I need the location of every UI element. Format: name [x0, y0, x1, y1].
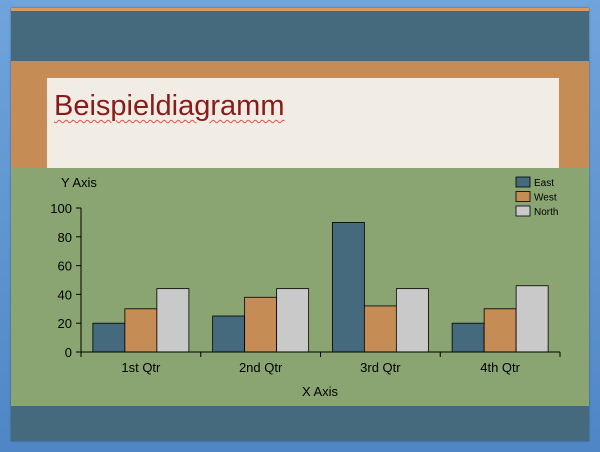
- bar-west-2: [244, 296, 278, 353]
- bar-west-1: [124, 308, 158, 353]
- y-tick-label: 20: [58, 316, 72, 331]
- title-placeholder[interactable]: Beispieldiagramm: [47, 78, 559, 168]
- bar-north-1: [156, 288, 190, 353]
- bar-chart[interactable]: 0 20 40 60 80 100 1st Qtr 2nd Qtr 3rd Qtr 4th Qt…: [11, 8, 589, 406]
- x-axis-ticks: 1st Qtr 2nd Qtr 3rd Qtr 4th Qtr: [80, 352, 561, 375]
- slide-top-band: [11, 11, 589, 61]
- title-accent-right: [559, 61, 589, 168]
- legend-swatch-north: [515, 205, 531, 217]
- legend-swatch-east: [515, 176, 531, 188]
- legend-label-north: North: [534, 207, 558, 218]
- y-axis-title: Y Axis: [61, 175, 97, 190]
- chart-legend: East West North: [515, 176, 558, 218]
- x-axis-title: X Axis: [302, 384, 339, 399]
- bar-east-1: [92, 322, 126, 353]
- chart-bars: [92, 221, 549, 353]
- x-tick-label: 3rd Qtr: [360, 360, 401, 375]
- bar-west-4: [483, 308, 517, 353]
- bar-north-3: [395, 288, 429, 353]
- bar-north-4: [515, 285, 549, 353]
- title-accent-top: [47, 61, 559, 78]
- title-accent-left: [11, 61, 47, 168]
- legend-swatch-west: [515, 191, 531, 202]
- slide-title[interactable]: Beispieldiagramm: [54, 90, 285, 122]
- legend-label-east: East: [534, 178, 554, 189]
- slide-bottom-band: [11, 406, 589, 441]
- bar-east-3: [331, 221, 365, 353]
- y-tick-label: 40: [58, 287, 72, 302]
- bar-east-4: [451, 322, 485, 353]
- bar-west-3: [363, 305, 397, 353]
- x-tick-label: 4th Qtr: [480, 360, 520, 375]
- legend-label-west: West: [534, 193, 557, 204]
- y-tick-label: 0: [65, 345, 72, 360]
- slide[interactable]: Beispieldiagramm 0 20 40 60 80 100 1st Qtr 2nd…: [11, 8, 589, 441]
- y-tick-label: 100: [50, 201, 72, 216]
- y-tick-label: 60: [58, 259, 72, 274]
- bar-north-2: [276, 288, 310, 353]
- y-tick-label: 80: [58, 230, 72, 245]
- slide-top-accent-line: [11, 8, 589, 11]
- x-tick-label: 1st Qtr: [121, 360, 161, 375]
- bar-east-2: [212, 315, 246, 353]
- x-tick-label: 2nd Qtr: [239, 360, 283, 375]
- y-axis-ticks: 0 20 40 60 80 100: [50, 201, 81, 360]
